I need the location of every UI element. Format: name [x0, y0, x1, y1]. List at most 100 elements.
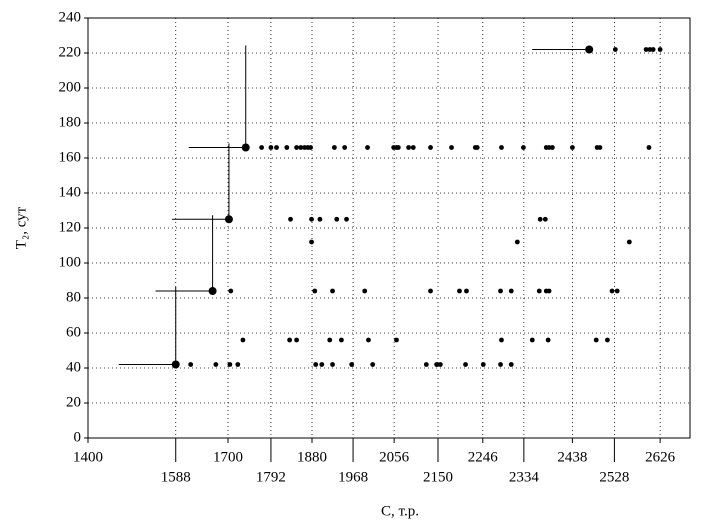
point [657, 47, 663, 52]
point [508, 362, 514, 367]
point [449, 145, 454, 150]
point [327, 337, 333, 343]
x-tick-label: 1400 [73, 449, 103, 465]
point [463, 362, 468, 367]
point [609, 288, 615, 294]
point [228, 288, 234, 294]
point [545, 337, 551, 343]
point [410, 145, 416, 150]
point [593, 337, 599, 343]
point [537, 216, 543, 222]
y-tick-label: 20 [66, 394, 81, 410]
x-tick-label: 2246 [468, 449, 499, 465]
x-tick-label: 1588 [161, 469, 191, 485]
point [546, 288, 552, 294]
point [614, 288, 620, 294]
point [287, 337, 292, 343]
y-tick-label: 160 [59, 149, 82, 165]
point-large [224, 215, 233, 224]
point [362, 288, 368, 294]
point [188, 362, 194, 367]
point [428, 288, 433, 294]
point [643, 47, 649, 52]
point [235, 362, 241, 367]
y-tick-label: 200 [59, 79, 82, 95]
point [342, 145, 348, 150]
point [284, 145, 290, 150]
point [423, 362, 429, 367]
y-tick-label: 80 [66, 289, 81, 305]
x-tick-label: 2056 [379, 449, 410, 465]
point [395, 145, 401, 150]
point [349, 362, 355, 367]
x-tick-label: 2528 [599, 469, 629, 485]
y-tick-label: 180 [59, 114, 82, 130]
y-tick-label: 240 [59, 9, 82, 25]
x-tick-label: 2626 [645, 449, 676, 465]
point [464, 288, 469, 294]
point [268, 145, 274, 150]
point [312, 288, 318, 294]
x-axis-label: C, т.р. [381, 503, 419, 519]
point [406, 145, 411, 150]
point [529, 337, 535, 343]
point [498, 362, 503, 367]
point [646, 145, 652, 150]
point [334, 216, 340, 222]
point [536, 288, 542, 294]
point [332, 145, 337, 150]
point [434, 362, 439, 367]
x-tick-label: 1880 [297, 449, 327, 465]
point [366, 337, 371, 343]
point [498, 288, 503, 294]
x-tick-label: 1968 [338, 469, 368, 485]
point [508, 288, 514, 294]
point [437, 362, 443, 367]
point [227, 362, 233, 367]
point [570, 145, 575, 150]
x-tick-label: 1700 [213, 449, 243, 465]
point [549, 145, 555, 150]
point [294, 145, 299, 150]
point [259, 145, 264, 150]
point [313, 362, 319, 367]
point [499, 337, 504, 343]
point [365, 145, 370, 150]
y-tick-label: 140 [59, 184, 82, 200]
point [309, 239, 314, 245]
y-tick-label: 40 [66, 359, 81, 375]
point [480, 362, 486, 367]
y-tick-label: 220 [59, 44, 82, 60]
point [294, 337, 299, 343]
point [339, 337, 344, 343]
y-axis-label: T₂, сут [13, 206, 29, 249]
point [597, 145, 603, 150]
x-tick-label: 2438 [557, 449, 587, 465]
point [650, 47, 656, 52]
point [605, 337, 610, 343]
y-tick-label: 100 [59, 254, 82, 270]
point [288, 216, 293, 222]
point [521, 145, 526, 150]
plot-frame [87, 17, 691, 439]
point-large [208, 287, 217, 295]
point [317, 216, 323, 222]
x-tick-label: 1792 [256, 469, 286, 485]
point [274, 145, 279, 150]
point [499, 145, 504, 150]
point [309, 216, 314, 222]
x-tick-label: 2150 [423, 469, 453, 485]
point [428, 145, 433, 150]
point [626, 239, 632, 245]
point [308, 145, 313, 150]
point-large [171, 360, 180, 369]
y-tick-label: 60 [66, 324, 81, 340]
point [330, 362, 335, 367]
point [319, 362, 325, 367]
point [474, 145, 480, 150]
point [213, 362, 219, 367]
x-tick-label: 2334 [509, 469, 540, 485]
point [394, 337, 399, 343]
